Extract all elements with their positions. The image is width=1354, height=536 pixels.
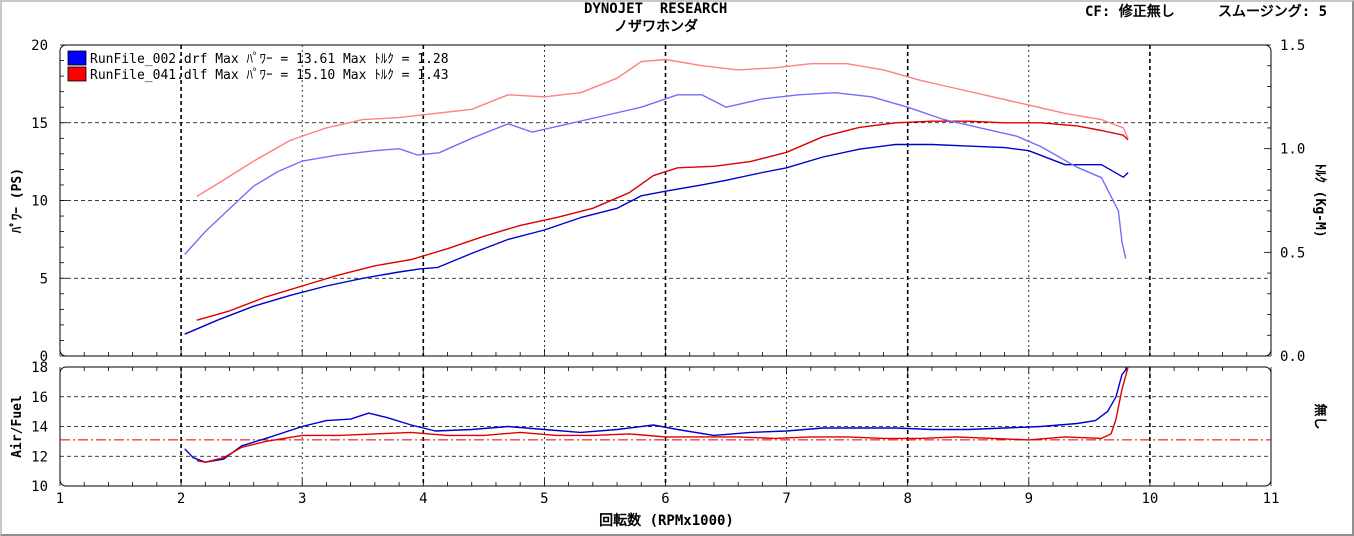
torque-series-line (184, 91, 1127, 259)
chart-subtitle: ノザワホンダ (614, 19, 698, 35)
y-tick-label: 0 (40, 349, 48, 365)
x-tick-label: 3 (298, 491, 306, 507)
y-tick-label: 20 (31, 38, 48, 54)
x-tick-label: 4 (419, 491, 427, 507)
air-fuel-tick-label: 16 (31, 390, 48, 406)
y2-axis-label: ﾄﾙｸ (Kg-M) (1312, 163, 1327, 237)
torque-series-line (196, 58, 1129, 197)
x-axis-label: 回転数 (RPMx1000) (599, 512, 734, 529)
air-fuel-axis-label: Air/Fuel (10, 395, 25, 458)
x-tick-label: 2 (177, 491, 185, 507)
power-series-line (196, 120, 1129, 321)
legend-swatch (67, 50, 87, 66)
air-fuel-tick-label: 10 (31, 479, 48, 495)
y-tick-label: 15 (31, 116, 48, 132)
x-tick-label: 10 (1141, 491, 1158, 507)
power-series-line (184, 143, 1129, 335)
air-fuel-right-label: 無し (1312, 403, 1328, 429)
x-tick-label: 8 (903, 491, 911, 507)
air-fuel-tick-label: 18 (31, 360, 48, 376)
y2-tick-label: 0.0 (1280, 349, 1305, 365)
air-fuel-tick-label: 12 (31, 449, 48, 465)
y2-tick-label: 0.5 (1280, 245, 1305, 261)
y-tick-label: 5 (40, 271, 48, 287)
y2-tick-label: 1.0 (1280, 142, 1305, 158)
x-tick-label: 9 (1025, 491, 1033, 507)
x-tick-label: 7 (782, 491, 790, 507)
y-axis-label: ﾊﾟﾜｰ (PS) (9, 168, 25, 234)
smoothing-label: スムージング: 5 (1218, 4, 1328, 20)
legend-entry: RunFile_041.dlf Max ﾊﾟﾜｰ = 15.10 Max ﾄﾙｸ… (90, 68, 449, 83)
chart-title: DYNOJET RESEARCH (584, 1, 728, 17)
legend-swatch (67, 66, 87, 82)
air-fuel-tick-label: 14 (31, 420, 48, 436)
x-tick-label: 11 (1263, 491, 1280, 507)
y2-tick-label: 1.5 (1280, 38, 1305, 54)
air-fuel-series-line (184, 366, 1129, 463)
y-tick-label: 10 (31, 194, 48, 210)
x-tick-label: 6 (661, 491, 669, 507)
correction-factor-label: CF: 修正無し (1085, 4, 1175, 20)
legend-entry: RunFile_002.drf Max ﾊﾟﾜｰ = 13.61 Max ﾄﾙｸ… (90, 52, 449, 67)
x-tick-label: 5 (540, 491, 548, 507)
air-fuel-series-line (196, 366, 1129, 463)
x-tick-label: 1 (56, 491, 64, 507)
